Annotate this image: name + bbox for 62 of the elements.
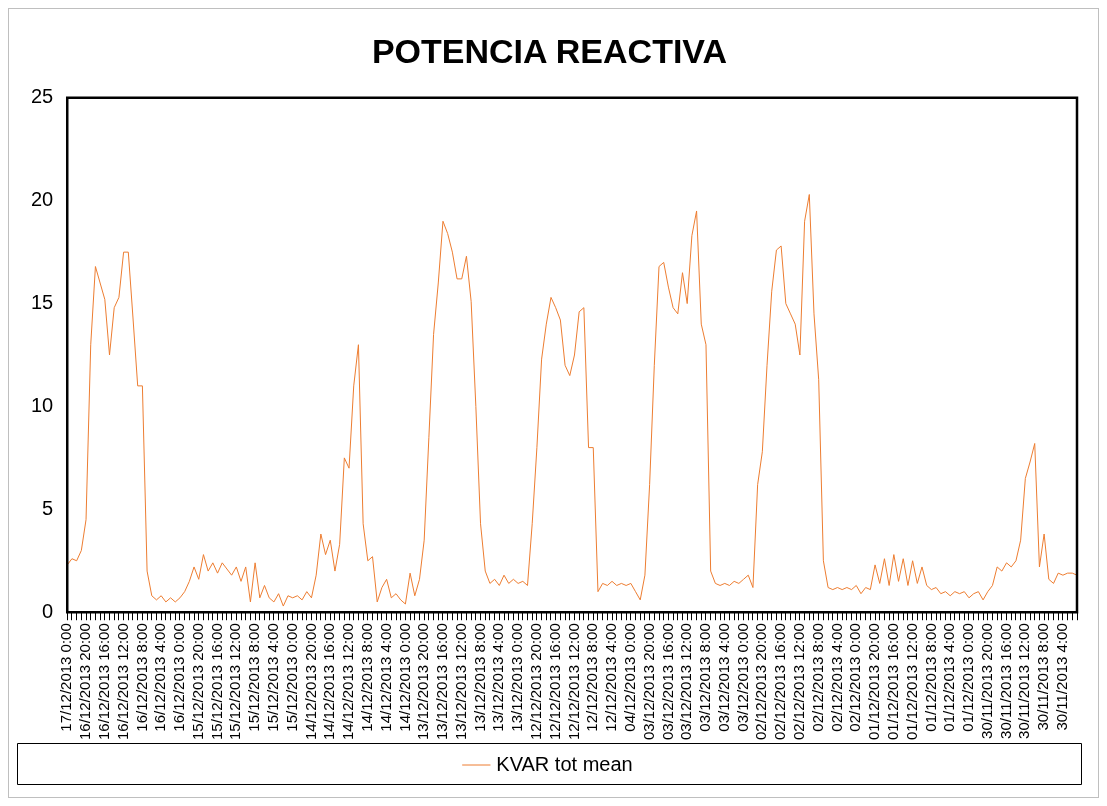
y-tick-label: 0 [42, 599, 54, 622]
x-tick-label: 30/11/2013 20:00 [977, 623, 995, 739]
y-tick-label: 15 [31, 291, 54, 314]
x-tick-label: 13/12/2013 12:00 [451, 623, 469, 740]
x-tick-label: 14/12/2013 16:00 [320, 623, 338, 740]
x-tick-label: 13/12/2013 4:00 [489, 623, 507, 732]
x-tick-label: 12/12/2013 20:00 [527, 623, 545, 740]
x-tick-label: 14/12/2013 0:00 [395, 623, 413, 732]
x-tick-label: 30/11/2013 4:00 [1053, 623, 1071, 731]
x-tick-label: 15/12/2013 20:00 [188, 623, 206, 740]
x-tick-label: 14/12/2013 4:00 [376, 623, 394, 732]
x-tick-label: 03/12/2013 4:00 [714, 623, 732, 732]
x-tick-label: 12/12/2013 8:00 [583, 623, 601, 732]
x-tick-label: 02/12/2013 0:00 [846, 623, 864, 732]
x-tick-label: 02/12/2013 8:00 [808, 623, 826, 732]
x-tick-label: 30/11/2013 8:00 [1034, 623, 1052, 731]
x-tick-label: 01/12/2013 0:00 [959, 623, 977, 732]
legend-label: KVAR tot mean [496, 752, 633, 775]
x-tick-label: 30/11/2013 12:00 [1015, 623, 1033, 739]
x-tick-label: 14/12/2013 20:00 [301, 623, 319, 740]
x-tick-label: 13/12/2013 0:00 [508, 623, 526, 732]
x-tick-label: 16/12/2013 8:00 [132, 623, 150, 732]
x-tick-label: 12/12/2013 12:00 [564, 623, 582, 740]
x-tick-label: 01/12/2013 16:00 [883, 623, 901, 740]
x-tick-label: 16/12/2013 12:00 [113, 623, 131, 740]
x-tick-label: 14/12/2013 12:00 [339, 623, 357, 740]
x-tick-label: 04/12/2013 0:00 [620, 623, 638, 732]
x-tick-label: 16/12/2013 4:00 [151, 623, 169, 732]
x-tick-label: 03/12/2013 0:00 [733, 623, 751, 732]
chart-title: POTENCIA REACTIVA [371, 31, 728, 70]
y-tick-label: 10 [31, 393, 54, 416]
x-tick-label: 16/12/2013 20:00 [76, 623, 94, 740]
x-tick-label: 15/12/2013 16:00 [207, 623, 225, 740]
x-tick-label: 02/12/2013 20:00 [752, 623, 770, 740]
x-tick-label: 12/12/2013 16:00 [545, 623, 563, 740]
x-tick-label: 13/12/2013 8:00 [470, 623, 488, 732]
x-tick-label: 30/11/2013 16:00 [996, 623, 1014, 739]
x-tick-label: 03/12/2013 20:00 [639, 623, 657, 740]
y-tick-label: 20 [31, 188, 54, 211]
x-tick-label: 01/12/2013 20:00 [865, 623, 883, 740]
x-tick-label: 15/12/2013 4:00 [264, 623, 282, 732]
x-tick-label: 02/12/2013 4:00 [827, 623, 845, 732]
y-tick-label: 5 [42, 496, 54, 519]
x-tick-label: 15/12/2013 12:00 [226, 623, 244, 740]
x-tick-label: 16/12/2013 0:00 [170, 623, 188, 732]
x-tick-label: 02/12/2013 16:00 [771, 623, 789, 740]
x-tick-label: 01/12/2013 12:00 [902, 623, 920, 740]
x-tick-label: 01/12/2013 4:00 [940, 623, 958, 732]
x-tick-label: 01/12/2013 8:00 [921, 623, 939, 732]
x-tick-label: 17/12/2013 0:00 [57, 623, 75, 732]
x-tick-label: 16/12/2013 16:00 [94, 623, 112, 740]
x-tick-label: 12/12/2013 4:00 [602, 623, 620, 732]
x-tick-label: 13/12/2013 20:00 [414, 623, 432, 740]
x-tick-label: 15/12/2013 0:00 [282, 623, 300, 732]
x-tick-label: 03/12/2013 12:00 [677, 623, 695, 740]
x-tick-label: 14/12/2013 8:00 [357, 623, 375, 732]
x-tick-label: 15/12/2013 8:00 [245, 623, 263, 732]
y-tick-label: 25 [31, 85, 54, 108]
x-tick-label: 13/12/2013 16:00 [433, 623, 451, 740]
x-tick-label: 03/12/2013 8:00 [696, 623, 714, 732]
x-tick-label: 03/12/2013 16:00 [658, 623, 676, 740]
x-tick-label: 02/12/2013 12:00 [790, 623, 808, 740]
